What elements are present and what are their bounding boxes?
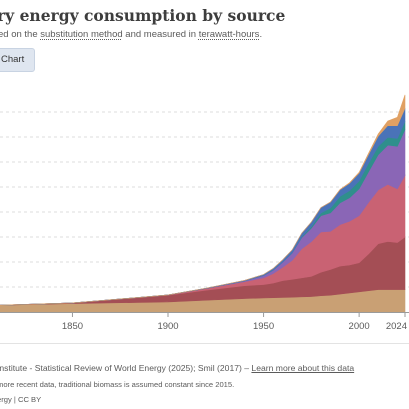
gridlines — [0, 111, 409, 288]
x-tick-label: 1950 — [253, 321, 274, 332]
terawatt-hours-link[interactable]: terawatt-hours — [198, 29, 260, 40]
subtitle-text: and measured in — [122, 29, 199, 40]
tab-chart[interactable]: Chart — [0, 48, 35, 72]
data-note: more recent data, traditional biomass is… — [0, 380, 235, 389]
substitution-method-link[interactable]: substitution method — [40, 29, 123, 40]
x-axis: 1850 1900 1950 2000 2024 — [0, 312, 409, 332]
source-line: Institute - Statistical Review of World … — [0, 363, 354, 373]
area-series — [0, 94, 406, 313]
subtitle-text: . — [259, 29, 263, 40]
license-text: ergy | CC BY — [0, 395, 42, 404]
subtitle-text: ed on the — [0, 29, 41, 40]
stacked-area-chart: 1850 1900 1950 2000 2024 — [0, 94, 409, 332]
source-text: Institute - Statistical Review of World … — [0, 363, 252, 373]
x-tick-label: 2000 — [349, 321, 370, 332]
x-tick-label: 1850 — [62, 321, 83, 332]
chart-subtitle: ed on the substitution method and measur… — [0, 29, 262, 40]
learn-more-link[interactable]: Learn more about this data — [251, 363, 355, 373]
x-tick-label: 2024 — [386, 321, 407, 332]
footer-divider — [0, 343, 409, 344]
x-tick-label: 1900 — [157, 321, 178, 332]
area-other — [0, 94, 406, 306]
chart-title: ry energy consumption by source — [0, 6, 286, 25]
